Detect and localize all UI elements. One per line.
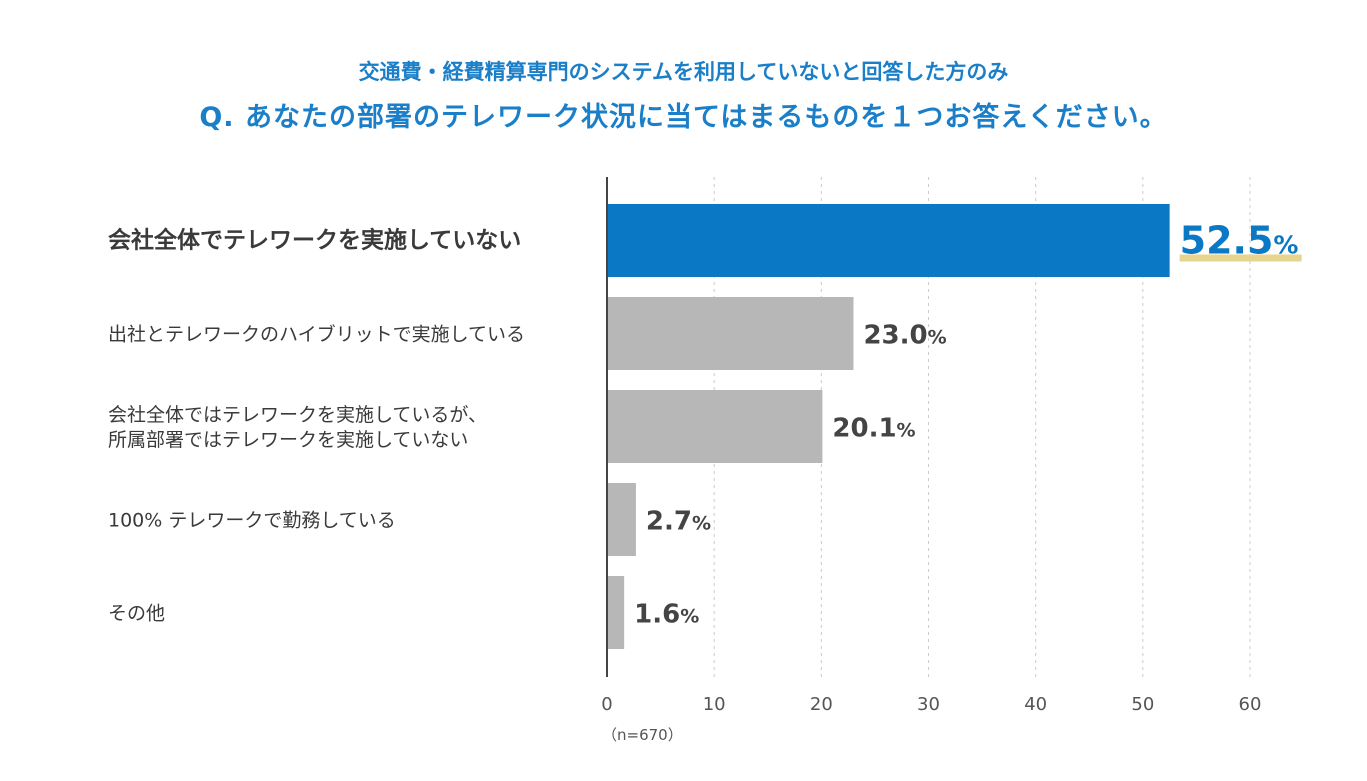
bar — [608, 483, 636, 556]
x-tick-label: 60 — [1239, 694, 1262, 715]
bar — [608, 297, 854, 370]
bar — [608, 576, 625, 649]
x-tick-label: 40 — [1024, 694, 1047, 715]
x-tick-label: 10 — [703, 694, 726, 715]
value-label: 52.5% — [1180, 219, 1299, 263]
chart-subtitle: 交通費・経費精算専門のシステムを利用していないと回答した方のみ — [358, 60, 1009, 84]
category-label: 所属部署ではテレワークを実施していない — [108, 429, 468, 451]
x-tick-label: 20 — [810, 694, 833, 715]
category-label: 会社全体ではテレワークを実施しているが、 — [108, 404, 487, 426]
sample-size-note: （n=670） — [602, 726, 683, 744]
category-label: 出社とテレワークのハイブリットで実施している — [108, 323, 525, 346]
bar — [608, 390, 823, 463]
chart-title: Q. あなたの部署のテレワーク状況に当てはまるものを１つお答えください。 — [199, 102, 1168, 133]
value-label: 20.1% — [832, 414, 915, 444]
x-tick-label: 0 — [601, 694, 612, 715]
value-label: 1.6% — [634, 600, 699, 630]
value-label: 23.0% — [863, 321, 946, 351]
category-label: その他 — [108, 603, 165, 625]
bar — [608, 204, 1170, 277]
x-tick-label: 30 — [917, 694, 940, 715]
value-underline — [1179, 254, 1302, 262]
x-tick-label: 50 — [1131, 694, 1154, 715]
category-label: 100% テレワークで勤務している — [108, 510, 396, 532]
value-label: 2.7% — [646, 507, 711, 537]
category-label: 会社全体でテレワークを実施していない — [108, 227, 521, 254]
